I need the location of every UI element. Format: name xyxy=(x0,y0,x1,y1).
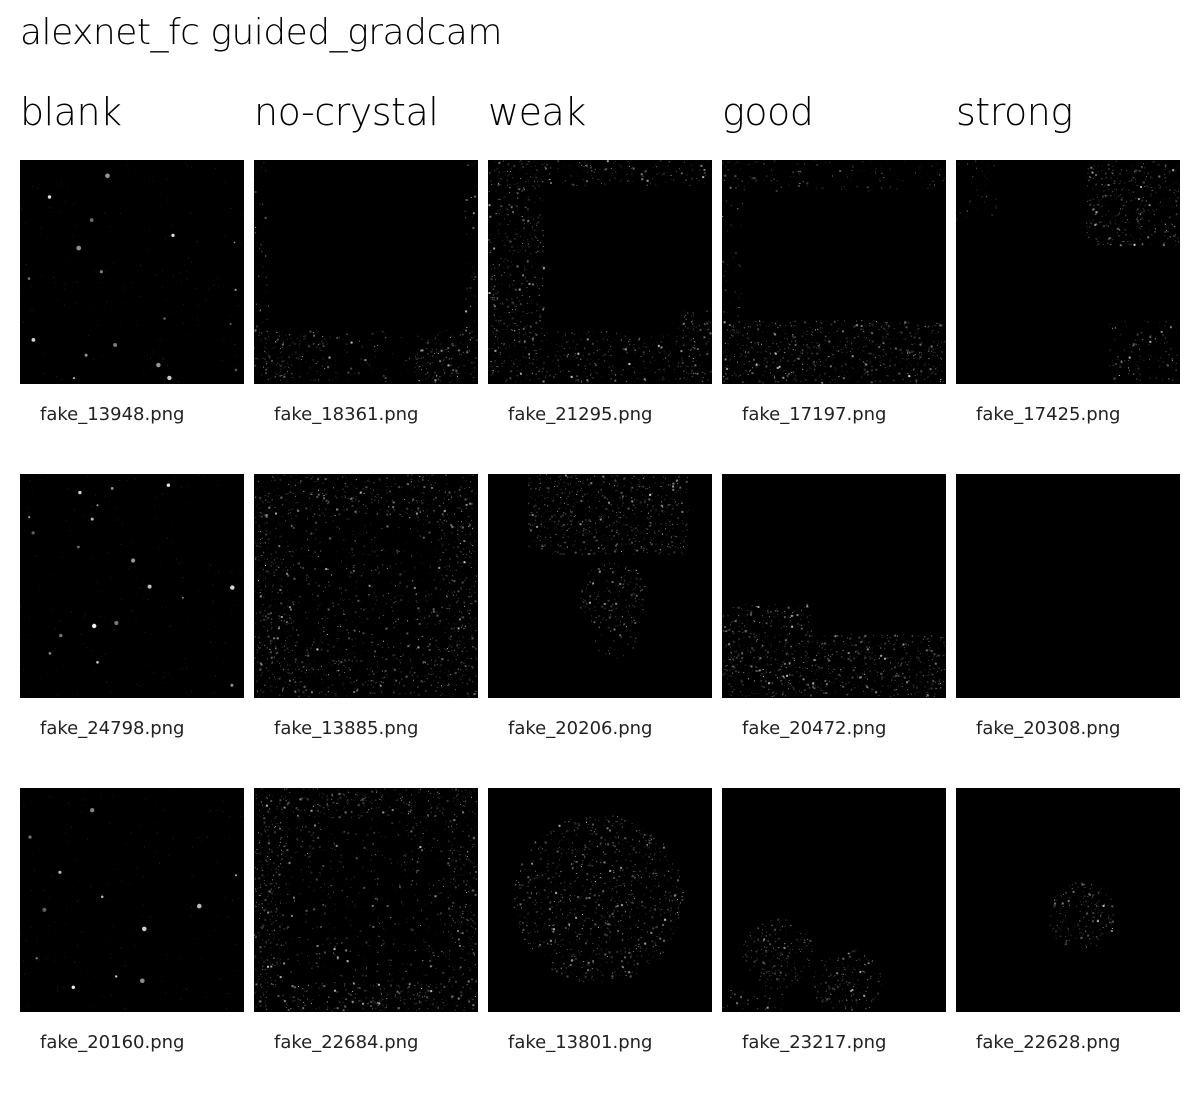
column-header-strong: strong xyxy=(956,90,1073,134)
saliency-map-image xyxy=(254,788,478,1012)
grid-cell: fake_20206.png xyxy=(488,474,712,739)
saliency-map-image xyxy=(20,474,244,698)
saliency-map-svg xyxy=(20,788,244,1012)
saliency-map-svg xyxy=(956,788,1180,1012)
saliency-map-image xyxy=(488,160,712,384)
saliency-map-svg xyxy=(488,474,712,698)
grid-cell: fake_20160.png xyxy=(20,788,244,1053)
tile-background xyxy=(956,160,1180,384)
saliency-map-svg xyxy=(488,788,712,1012)
image-filename: fake_13801.png xyxy=(508,1032,653,1053)
saliency-speckles xyxy=(722,604,945,698)
grid-cell: fake_22628.png xyxy=(956,788,1180,1053)
saliency-speckles xyxy=(513,815,684,983)
page-title: alexnet_fc guided_gradcam xyxy=(20,12,502,53)
saliency-speckles xyxy=(254,474,478,698)
grid-cell: fake_23217.png xyxy=(722,788,946,1053)
image-filename: fake_21295.png xyxy=(508,404,653,425)
saliency-map-svg xyxy=(956,474,1180,698)
tile-background xyxy=(254,788,478,1012)
saliency-map-image xyxy=(722,788,946,1012)
saliency-map-image xyxy=(722,160,946,384)
saliency-map-image xyxy=(956,160,1180,384)
saliency-map-svg xyxy=(956,160,1180,384)
image-filename: fake_18361.png xyxy=(274,404,419,425)
column-header-blank: blank xyxy=(20,90,122,134)
saliency-map-svg xyxy=(722,474,946,698)
saliency-map-svg xyxy=(20,160,244,384)
tile-background xyxy=(488,160,712,384)
image-filename: fake_23217.png xyxy=(742,1032,887,1053)
saliency-speckles xyxy=(21,162,243,383)
grid-cell: fake_20308.png xyxy=(956,474,1180,739)
image-filename: fake_24798.png xyxy=(40,718,185,739)
tile-background xyxy=(722,474,946,698)
saliency-speckles xyxy=(528,474,689,659)
tile-background xyxy=(488,474,712,698)
tile-background xyxy=(956,474,1180,698)
saliency-speckles xyxy=(20,474,243,697)
grid-cell: fake_20472.png xyxy=(722,474,946,739)
saliency-map-image xyxy=(956,788,1180,1012)
image-filename: fake_22628.png xyxy=(976,1032,1121,1053)
saliency-map-image xyxy=(956,474,1180,698)
image-filename: fake_13948.png xyxy=(40,404,185,425)
image-filename: fake_20160.png xyxy=(40,1032,185,1053)
grid-cell: fake_13948.png xyxy=(20,160,244,425)
tile-background xyxy=(20,474,244,698)
saliency-map-svg xyxy=(488,160,712,384)
tile-background xyxy=(956,788,1180,1012)
saliency-map-image xyxy=(254,474,478,698)
column-header-good: good xyxy=(722,90,814,134)
image-filename: fake_22684.png xyxy=(274,1032,419,1053)
tile-background xyxy=(20,788,244,1012)
saliency-speckles xyxy=(20,788,242,1010)
grid-cell: fake_21295.png xyxy=(488,160,712,425)
grid-cell: fake_24798.png xyxy=(20,474,244,739)
saliency-map-image xyxy=(488,788,712,1012)
column-header-no-crystal: no-crystal xyxy=(254,90,439,134)
image-filename: fake_20308.png xyxy=(976,718,1121,739)
saliency-speckles xyxy=(488,160,712,383)
grid-cell: fake_18361.png xyxy=(254,160,478,425)
tile-background xyxy=(488,788,712,1012)
saliency-map-image xyxy=(722,474,946,698)
grid-cell: fake_17425.png xyxy=(956,160,1180,425)
saliency-speckles xyxy=(1049,882,1115,948)
grid-cell: fake_22684.png xyxy=(254,788,478,1053)
saliency-speckles xyxy=(722,918,882,1011)
saliency-speckles xyxy=(722,160,946,384)
saliency-map-svg xyxy=(722,788,946,1012)
grid-cell: fake_17197.png xyxy=(722,160,946,425)
tile-background xyxy=(722,160,946,384)
image-filename: fake_13885.png xyxy=(274,718,419,739)
saliency-map-svg xyxy=(254,788,478,1012)
saliency-speckles xyxy=(254,788,478,1012)
saliency-map-svg xyxy=(20,474,244,698)
saliency-map-svg xyxy=(722,160,946,384)
saliency-speckles xyxy=(956,160,1179,382)
image-filename: fake_20206.png xyxy=(508,718,653,739)
saliency-map-svg xyxy=(254,160,478,384)
tile-background xyxy=(254,474,478,698)
grid-cell: fake_13885.png xyxy=(254,474,478,739)
saliency-map-image xyxy=(488,474,712,698)
saliency-speckles xyxy=(254,162,478,383)
grid-cell: fake_13801.png xyxy=(488,788,712,1053)
image-filename: fake_17425.png xyxy=(976,404,1121,425)
tile-background xyxy=(254,160,478,384)
tile-background xyxy=(20,160,244,384)
image-filename: fake_17197.png xyxy=(742,404,887,425)
image-filename: fake_20472.png xyxy=(742,718,887,739)
column-header-weak: weak xyxy=(488,90,586,134)
saliency-map-image xyxy=(20,788,244,1012)
saliency-map-image xyxy=(20,160,244,384)
saliency-map-svg xyxy=(254,474,478,698)
saliency-map-image xyxy=(254,160,478,384)
tile-background xyxy=(722,788,946,1012)
